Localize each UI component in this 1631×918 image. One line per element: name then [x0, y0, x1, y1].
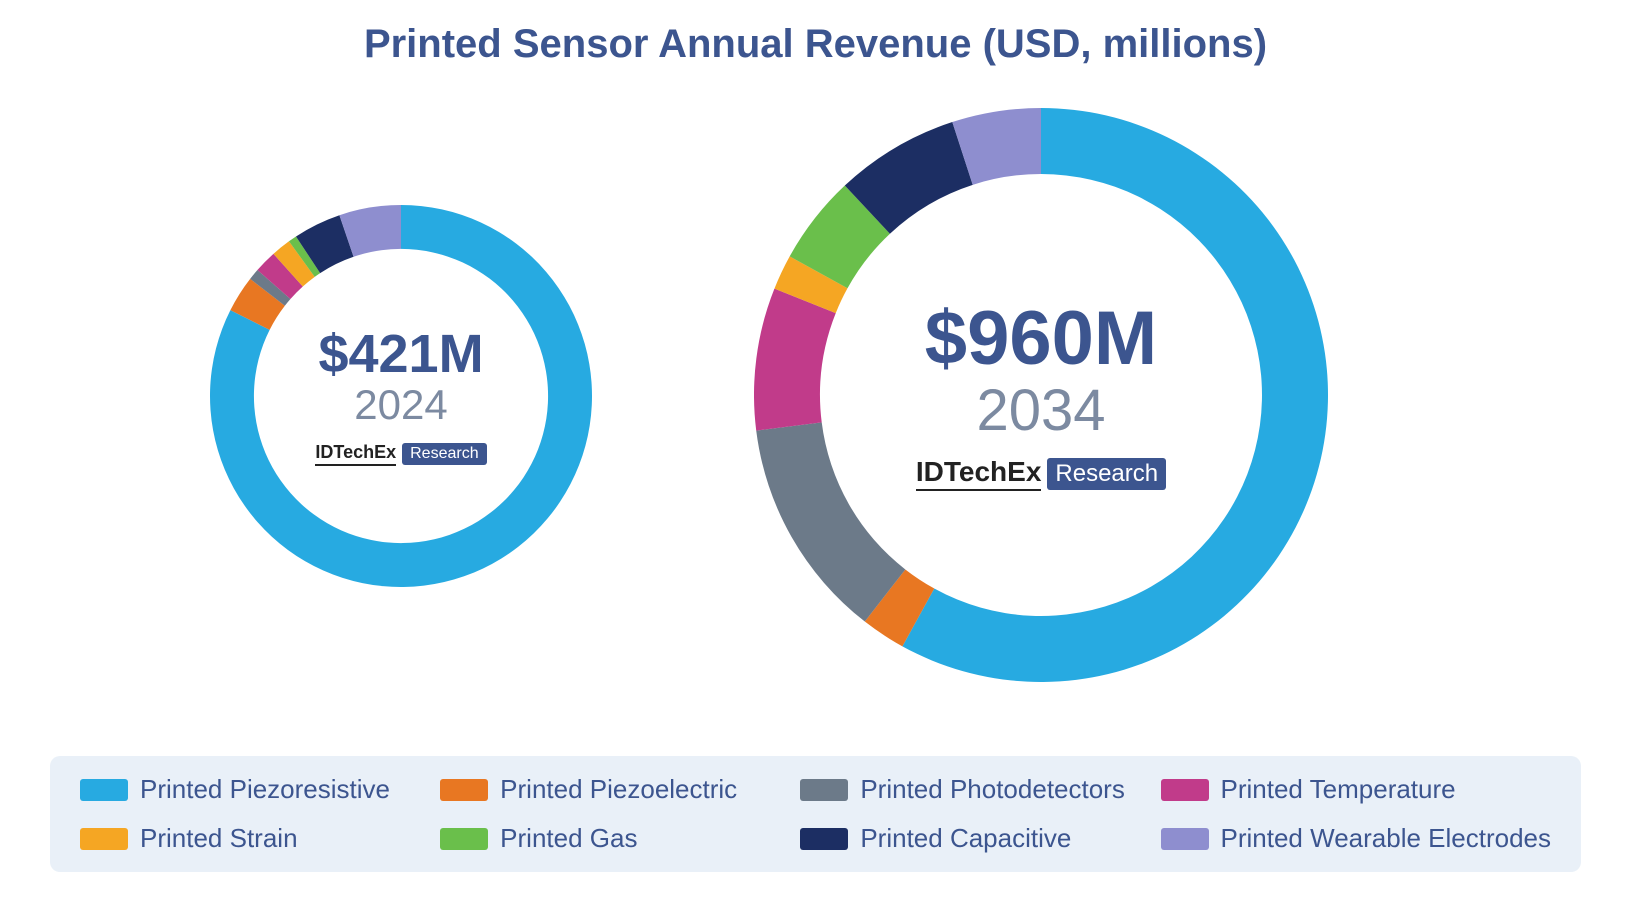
legend-label: Printed Piezoresistive: [140, 774, 390, 805]
donut-chart-2034-svg: [754, 108, 1328, 682]
donut-slice-photodetectors: [756, 422, 905, 621]
legend-label: Printed Photodetectors: [860, 774, 1125, 805]
legend-swatch: [1161, 779, 1209, 801]
legend-label: Printed Capacitive: [860, 823, 1071, 854]
legend-item: Printed Piezoelectric: [440, 774, 780, 805]
legend-item: Printed Temperature: [1161, 774, 1551, 805]
legend-label: Printed Temperature: [1221, 774, 1456, 805]
legend-item: Printed Wearable Electrodes: [1161, 823, 1551, 854]
legend-label: Printed Strain: [140, 823, 298, 854]
legend-label: Printed Wearable Electrodes: [1221, 823, 1551, 854]
donut-slice-piezoresistive: [902, 108, 1328, 682]
legend-item: Printed Capacitive: [800, 823, 1140, 854]
legend-swatch: [440, 828, 488, 850]
legend-swatch: [80, 779, 128, 801]
legend-swatch: [440, 779, 488, 801]
legend-label: Printed Gas: [500, 823, 637, 854]
legend-swatch: [1161, 828, 1209, 850]
legend-item: Printed Gas: [440, 823, 780, 854]
donut-chart-2024-svg: [210, 205, 592, 587]
donut-chart-2024: $421M 2024 IDTechEx Research: [210, 205, 592, 587]
legend-item: Printed Strain: [80, 823, 420, 854]
legend-label: Printed Piezoelectric: [500, 774, 737, 805]
legend-swatch: [800, 828, 848, 850]
chart-title: Printed Sensor Annual Revenue (USD, mill…: [0, 22, 1631, 67]
legend-item: Printed Piezoresistive: [80, 774, 420, 805]
donut-slice-temperature: [754, 289, 836, 431]
infographic-root: Printed Sensor Annual Revenue (USD, mill…: [0, 0, 1631, 918]
legend-swatch: [80, 828, 128, 850]
legend-swatch: [800, 779, 848, 801]
donut-chart-2034: $960M 2034 IDTechEx Research: [754, 108, 1328, 682]
chart-legend: Printed Piezoresistive Printed Piezoelec…: [50, 756, 1581, 872]
legend-item: Printed Photodetectors: [800, 774, 1140, 805]
